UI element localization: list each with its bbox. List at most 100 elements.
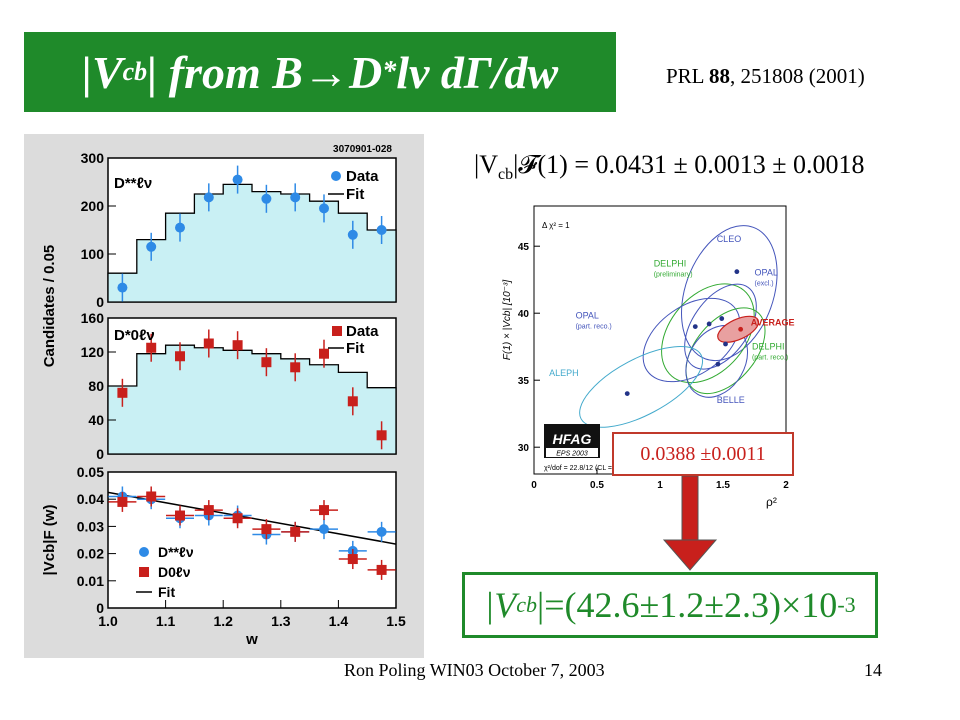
contour-ellipse [681,225,778,362]
y-tick-label: 40 [88,412,104,428]
data-point [175,222,185,233]
contour-ellipse [684,283,757,370]
data-point [261,357,272,368]
x-tick-label: 1.1 [156,613,176,629]
result-exp: -3 [837,592,856,617]
x-tick-label: 0 [531,480,537,491]
y-tick-label: 100 [81,246,105,262]
measurement-label: DELPHI [654,258,687,268]
contour-ellipse [661,283,755,384]
x-tick-label: 1 [657,480,663,491]
data-point [319,203,329,214]
y-axis-label: F(1) × |Vcb| [10⁻³] [502,280,513,360]
legend-marker [332,326,342,336]
y-tick-label: 160 [81,310,105,326]
reference-suffix: , 251808 (2001) [729,64,865,88]
y-tick-label: 0.04 [77,491,104,507]
annotation-bottom: χ²/dof = 22.8/12 (CL = 2.9%) [544,465,632,472]
x-tick-label: 1.5 [386,613,406,629]
y-tick-label: 40 [518,309,530,320]
x-tick-label: 1.5 [716,480,730,491]
measurement-label: AVERAGE [751,317,795,327]
data-point [290,362,301,373]
measurement-label: OPAL [755,268,778,278]
data-point [146,241,157,252]
formula-left: |V [474,150,498,179]
data-point [117,496,128,507]
data-point [203,192,214,203]
average-value: 0.0388 ±0.0011 [640,442,766,465]
formula-right: = 0.0431 ± 0.0013 ± 0.0018 [567,150,865,179]
result-open: |V [484,585,517,625]
title-sub: cb [122,57,148,86]
annotation-top: Δ χ² = 1 [542,221,570,230]
measurement-label: BELLE [717,395,745,405]
data-point [203,505,214,516]
y-axis-label: Candidates / 0.05 [41,245,58,368]
decay-label: D*0ℓν [114,327,155,344]
data-point [261,524,272,535]
down-arrow-icon [662,476,718,571]
data-point [261,193,272,204]
reference-prefix: PRL [666,64,709,88]
legend-data: Data [346,168,379,185]
title-D: D [348,46,383,98]
data-point [347,229,358,240]
measurement-label: ALEPH [549,368,579,378]
reference-volume: 88 [708,64,730,88]
fit-histogram [107,344,397,455]
footer-author: Ron Poling WIN03 October 7, 2003 [344,660,605,680]
y-tick-label: 35 [518,376,530,387]
x-tick-label: 1.3 [271,613,291,629]
data-point [175,351,185,362]
y-tick-label: 200 [81,198,105,214]
x-tick-label: 0.5 [590,480,604,491]
x-tick-label: 1.0 [98,613,118,629]
legend-data: Data [346,323,379,340]
data-point [290,192,301,203]
data-point [290,526,301,537]
legend-marker [139,547,149,557]
data-point [376,564,387,575]
x-axis-label: ρ² [766,495,777,509]
data-point [319,348,329,359]
result-body: |=(42.6±1.2±2.3)×10 [537,585,838,625]
data-point [117,387,128,398]
title-arrow: → [302,46,349,98]
average-point [723,341,728,347]
title-mid: | from B [147,46,303,98]
x-tick-label: 2 [783,480,789,491]
formula-sub: cb [497,166,514,184]
panel-bottom: 0 0.01 0.02 0.03 0.04 0.05 D**ℓν D0ℓν Fit 1.0 1.1 1… [41,464,406,648]
measurement-sublabel: (part. reco.) [752,354,788,361]
vcb-formula: |Vcb|𝓕(1) = 0.0431 ± 0.0013 ± 0.0018 [474,150,908,190]
legend-d0: D0ℓν [158,564,191,580]
average-point [734,269,740,275]
data-point [376,225,387,235]
result-sub: cb [516,592,537,617]
hfag-logo-band [546,448,598,457]
data-point [146,342,157,353]
x-tick-label: 1.2 [213,613,233,629]
data-point [175,510,185,521]
measurement-sublabel: (excl.) [755,281,774,288]
contour-ellipse [579,346,704,428]
y-tick-label: 120 [81,344,105,360]
measurement-label: OPAL [576,311,599,321]
measurement-sublabel: (preliminary) [654,271,693,278]
hfag-logo-text: HFAG [553,431,592,447]
y-tick-label: 0.05 [77,464,104,480]
legend-marker [331,171,341,181]
y-tick-label: 45 [518,242,530,253]
measurement-sublabel: (part. reco.) [576,324,612,331]
data-point [232,340,243,351]
average-point [738,326,744,332]
y-tick-label: 0 [96,294,104,310]
data-point [232,174,243,185]
y-tick-label: 300 [81,150,105,166]
data-point [319,524,329,535]
data-point [117,282,128,293]
data-point [146,491,157,502]
